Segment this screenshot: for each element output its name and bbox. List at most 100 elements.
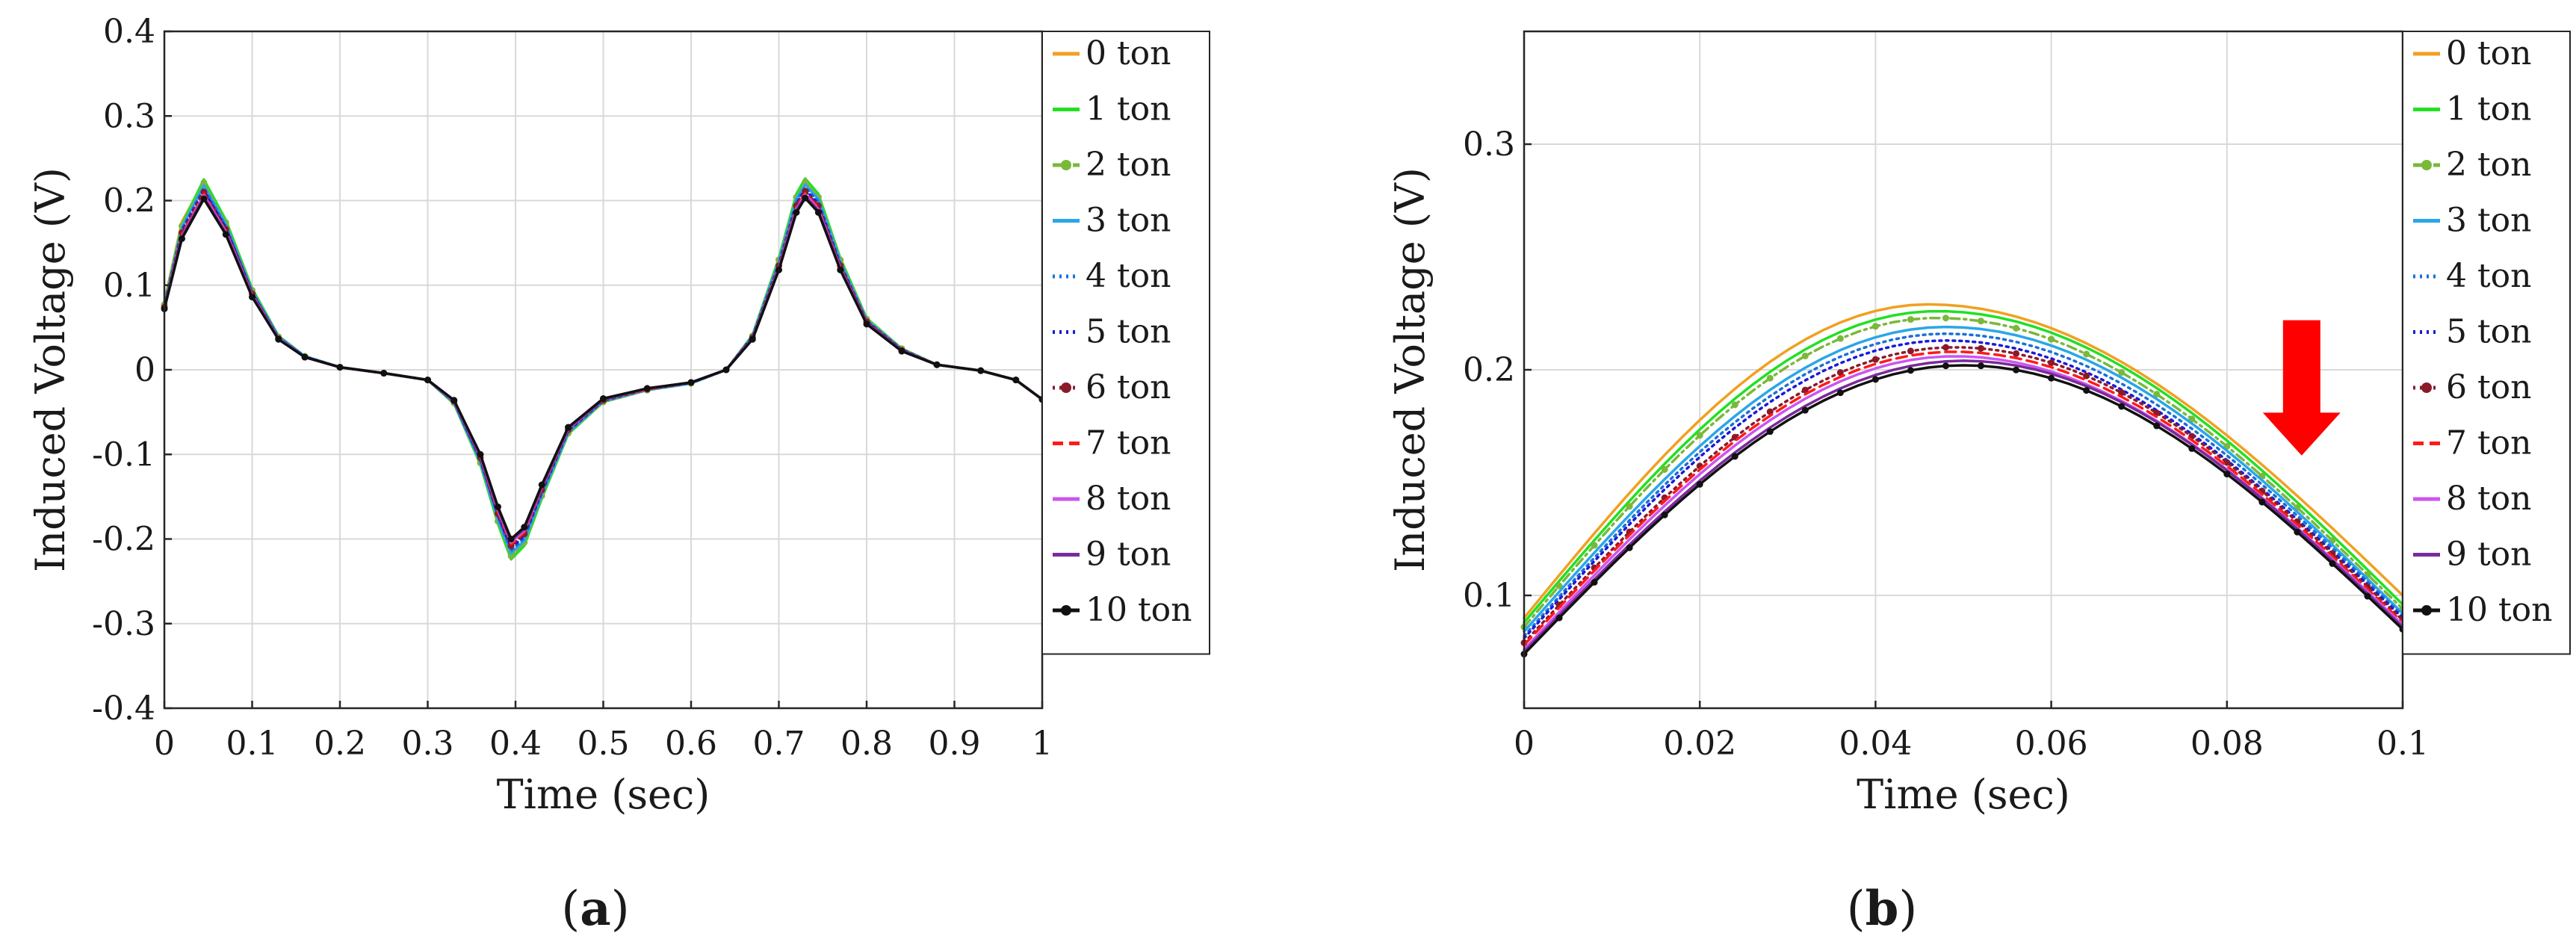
panel-b-series-marker-2 [2153,391,2161,398]
panel-b-legend-label-10: 10 ton [2446,591,2552,629]
panel-b-legend-box [2402,31,2571,655]
panel-b-series-marker-2 [1836,335,1844,342]
panel-b-series-line-6 [1523,346,2404,645]
panel-a-x-tick-label: 0.8 [840,725,893,763]
label-b-close-paren: ) [1898,882,1917,937]
panel-a-y-tick-label: -0.2 [92,521,155,559]
panel-a-legend-label-6: 6 ton [1086,368,1171,406]
panel-b-legend-marker-10 [2421,605,2432,616]
panel-a-x-tick-label: 0.1 [226,725,279,763]
panel-a-series-marker-10 [200,195,208,202]
panel-b-series-marker-10 [2294,528,2301,536]
panel-b-series-marker-6 [1871,356,1879,363]
panel-a-x-tick-label: 1 [1032,725,1053,763]
panel-a-x-tick-label: 0 [154,725,175,763]
panel-b-series-marker-10 [1731,453,1739,460]
panel-a-caption: (a) [561,881,629,937]
panel-b-legend-label-6: 6 ton [2446,368,2532,406]
panel-a-y-tick-label: 0.4 [103,13,155,51]
panel-a-x-tick-label: 0.7 [753,725,805,763]
panel-b-legend-label-4: 4 ton [2446,257,2532,295]
panel-a-y-tick-label: -0.4 [92,690,155,728]
panel-a-grid [164,31,1043,709]
panel-b-legend: 0 ton 1 ton 2 ton 3 ton 4 ton 5 ton 6 ton 7 ton… [2402,31,2571,655]
panel-b-legend-label-1: 1 ton [2446,90,2532,128]
panel-a-chart: 0 0.1 0.2 0.3 0.4 0.5 0.6 0.7 0.8 0.9 1 -0.4 -0.3 -0.… [27,13,1210,818]
panel-b-legend-label-0: 0 ton [2446,34,2532,72]
panel-a-series-marker-10 [179,235,185,242]
panel-b-series-marker-10 [2153,422,2161,430]
panel-a-x-tick-label: 0.3 [402,725,454,763]
label-b-letter: b [1866,881,1899,937]
panel-a-legend-label-1: 1 ton [1086,90,1171,128]
panel-a-legend-label-4: 4 ton [1086,257,1171,295]
panel-a-y-tick-label: -0.1 [92,436,155,474]
panel-a-series-marker-10 [793,208,800,216]
panel-b-series-marker-2 [1907,316,1914,323]
panel-a-series-marker-10 [814,208,822,216]
panel-b-series-line-0 [1523,303,2404,619]
panel-a-x-tick-label: 0.5 [578,725,630,763]
panel-b-series-line-5 [1523,338,2404,640]
panel-a-series-marker-10 [933,361,941,368]
panel-a-legend-label-8: 8 ton [1086,480,1171,518]
panel-b-series-marker-10 [2329,560,2336,567]
panel-b-legend-marker-6 [2421,382,2432,393]
panel-b-series-marker-10 [1978,362,1985,370]
panel-a-series-marker-10 [336,364,344,371]
panel-a-legend-label-5: 5 ton [1086,313,1171,351]
panel-a-series-marker-10 [863,320,870,328]
panel-a-series-marker-10 [600,395,607,403]
panel-b-series-marker-2 [2048,335,2055,343]
label-b-open-paren: ( [1847,882,1866,937]
panel-b-legend-label-8: 8 ton [2446,480,2532,518]
panel-b-series-marker-10 [2013,366,2020,374]
panel-b-series-marker-2 [1591,542,1598,549]
panel-b-series-marker-10 [1942,362,1949,370]
panel-b-series-marker-2 [1801,352,1809,359]
panel-b-series-marker-10 [1661,511,1668,518]
panel-b-series-line-7 [1523,350,2404,647]
panel-b-decrease-arrow [2262,320,2341,456]
panel-a-y-tick-label: -0.3 [92,605,155,643]
label-a-close-paren: ) [611,882,630,937]
panel-b-series-marker-10 [1626,544,1633,551]
panel-b-series-marker-10 [1766,428,1774,436]
panel-b-series-marker-10 [2188,444,2196,452]
panel-b-series-marker-6 [2013,350,2020,357]
panel-b-series-marker-2 [1978,317,1985,325]
panel-a-legend-marker-10 [1061,605,1071,616]
panel-a-series-marker-10 [538,481,545,489]
panel-b-series-line-3 [1523,325,2404,634]
panel-a-series-marker-10 [837,266,844,273]
panel-b-series-marker-10 [1591,578,1598,586]
panel-a-x-tick-label: 0.9 [929,725,981,763]
panel-a-series-marker-10 [802,194,809,202]
panel-b-x-tick-label: 0 [1514,725,1535,763]
panel-a-series-marker-10 [565,424,572,431]
panel-a-series-marker-10 [977,367,985,374]
label-a-letter: a [580,881,610,937]
panel-b-series-marker-6 [1978,344,1985,352]
panel-a-legend-label-3: 3 ton [1086,202,1171,240]
panel-a-legend-box [1041,31,1210,655]
panel-b-y-tick-label: 0.2 [1463,351,1515,389]
panel-a-series-marker-10 [275,335,282,343]
panel-a-series-marker-10 [521,524,528,531]
panel-b-series-marker-2 [1871,323,1879,330]
panel-a-y-tick-label: 0.1 [103,267,155,305]
panel-b-legend-marker-2 [2421,160,2432,170]
panel-b-series-marker-10 [2048,374,2055,382]
panel-a-legend-marker-2 [1061,160,1071,170]
panel-a-y-tick-label: 0.2 [103,182,155,220]
panel-a-series-marker-10 [301,353,309,361]
panel-b-series-marker-10 [1836,389,1844,397]
panel-b-series-marker-10 [2258,498,2266,506]
panel-b-series-marker-10 [2223,471,2231,478]
panel-b-series-marker-10 [2364,592,2371,600]
panel-b-series-group [1520,303,2406,658]
panel-b-series-marker-2 [2118,369,2125,377]
panel-a-series-marker-10 [424,377,431,384]
panel-a-series-marker-10 [898,347,905,355]
